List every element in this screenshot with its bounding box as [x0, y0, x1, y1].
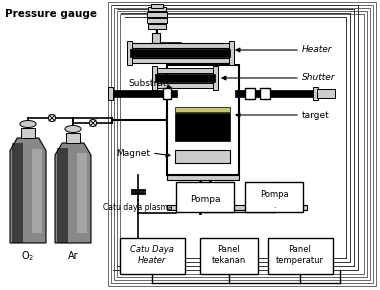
Polygon shape — [55, 143, 91, 243]
Bar — [21, 128, 35, 138]
Bar — [167, 175, 239, 180]
Bar — [147, 12, 167, 17]
Text: Substrat: Substrat — [129, 79, 167, 88]
Bar — [245, 182, 303, 212]
Bar — [313, 87, 318, 100]
Bar — [152, 66, 157, 90]
Bar — [127, 41, 132, 65]
Bar — [114, 8, 370, 280]
Text: Catu daya plasma: Catu daya plasma — [103, 204, 173, 213]
Bar — [317, 89, 335, 98]
Bar — [176, 182, 234, 212]
Text: Magnet: Magnet — [116, 148, 150, 157]
Bar — [112, 90, 177, 97]
Bar — [130, 49, 230, 57]
Bar — [111, 5, 373, 283]
Bar — [120, 238, 185, 274]
Bar — [245, 88, 255, 99]
Bar — [175, 107, 230, 112]
Text: Panel
tekanan: Panel tekanan — [212, 245, 246, 265]
Ellipse shape — [65, 126, 81, 133]
Bar — [151, 4, 163, 8]
Bar — [163, 88, 171, 99]
Bar — [260, 88, 270, 99]
Bar — [167, 205, 307, 210]
Bar — [148, 24, 166, 29]
Bar — [229, 41, 234, 65]
Bar — [167, 65, 239, 175]
Bar — [117, 11, 367, 277]
Bar — [235, 90, 315, 97]
Bar — [268, 238, 333, 274]
Bar — [200, 238, 258, 274]
Bar — [213, 66, 218, 90]
Bar — [155, 83, 215, 88]
Bar — [130, 43, 230, 48]
Bar — [108, 87, 113, 100]
Bar — [152, 33, 160, 43]
Polygon shape — [12, 143, 22, 243]
Ellipse shape — [20, 121, 36, 128]
Ellipse shape — [49, 115, 55, 122]
Text: Pressure gauge: Pressure gauge — [5, 9, 97, 19]
Polygon shape — [77, 153, 87, 233]
Text: target: target — [302, 110, 330, 119]
Bar — [155, 74, 215, 82]
Text: Pompa: Pompa — [190, 195, 220, 204]
Bar — [66, 133, 80, 143]
Bar — [147, 18, 167, 23]
Bar — [175, 150, 230, 163]
Text: Catu Daya
Heater: Catu Daya Heater — [130, 245, 174, 265]
Bar — [108, 2, 376, 286]
Text: Heater: Heater — [302, 46, 332, 55]
Text: Panel
temperatur: Panel temperatur — [276, 245, 324, 265]
Bar — [130, 58, 230, 63]
Text: O$_2$: O$_2$ — [21, 249, 35, 263]
Bar — [148, 7, 166, 11]
Text: Ar: Ar — [68, 251, 78, 261]
Text: Pompa
.: Pompa . — [260, 190, 288, 210]
Bar — [120, 14, 364, 274]
Bar — [155, 68, 215, 73]
Polygon shape — [57, 148, 68, 243]
Polygon shape — [10, 138, 46, 243]
Polygon shape — [32, 148, 43, 233]
Ellipse shape — [90, 119, 97, 126]
Text: Shutter: Shutter — [302, 73, 336, 82]
Bar — [175, 113, 230, 141]
